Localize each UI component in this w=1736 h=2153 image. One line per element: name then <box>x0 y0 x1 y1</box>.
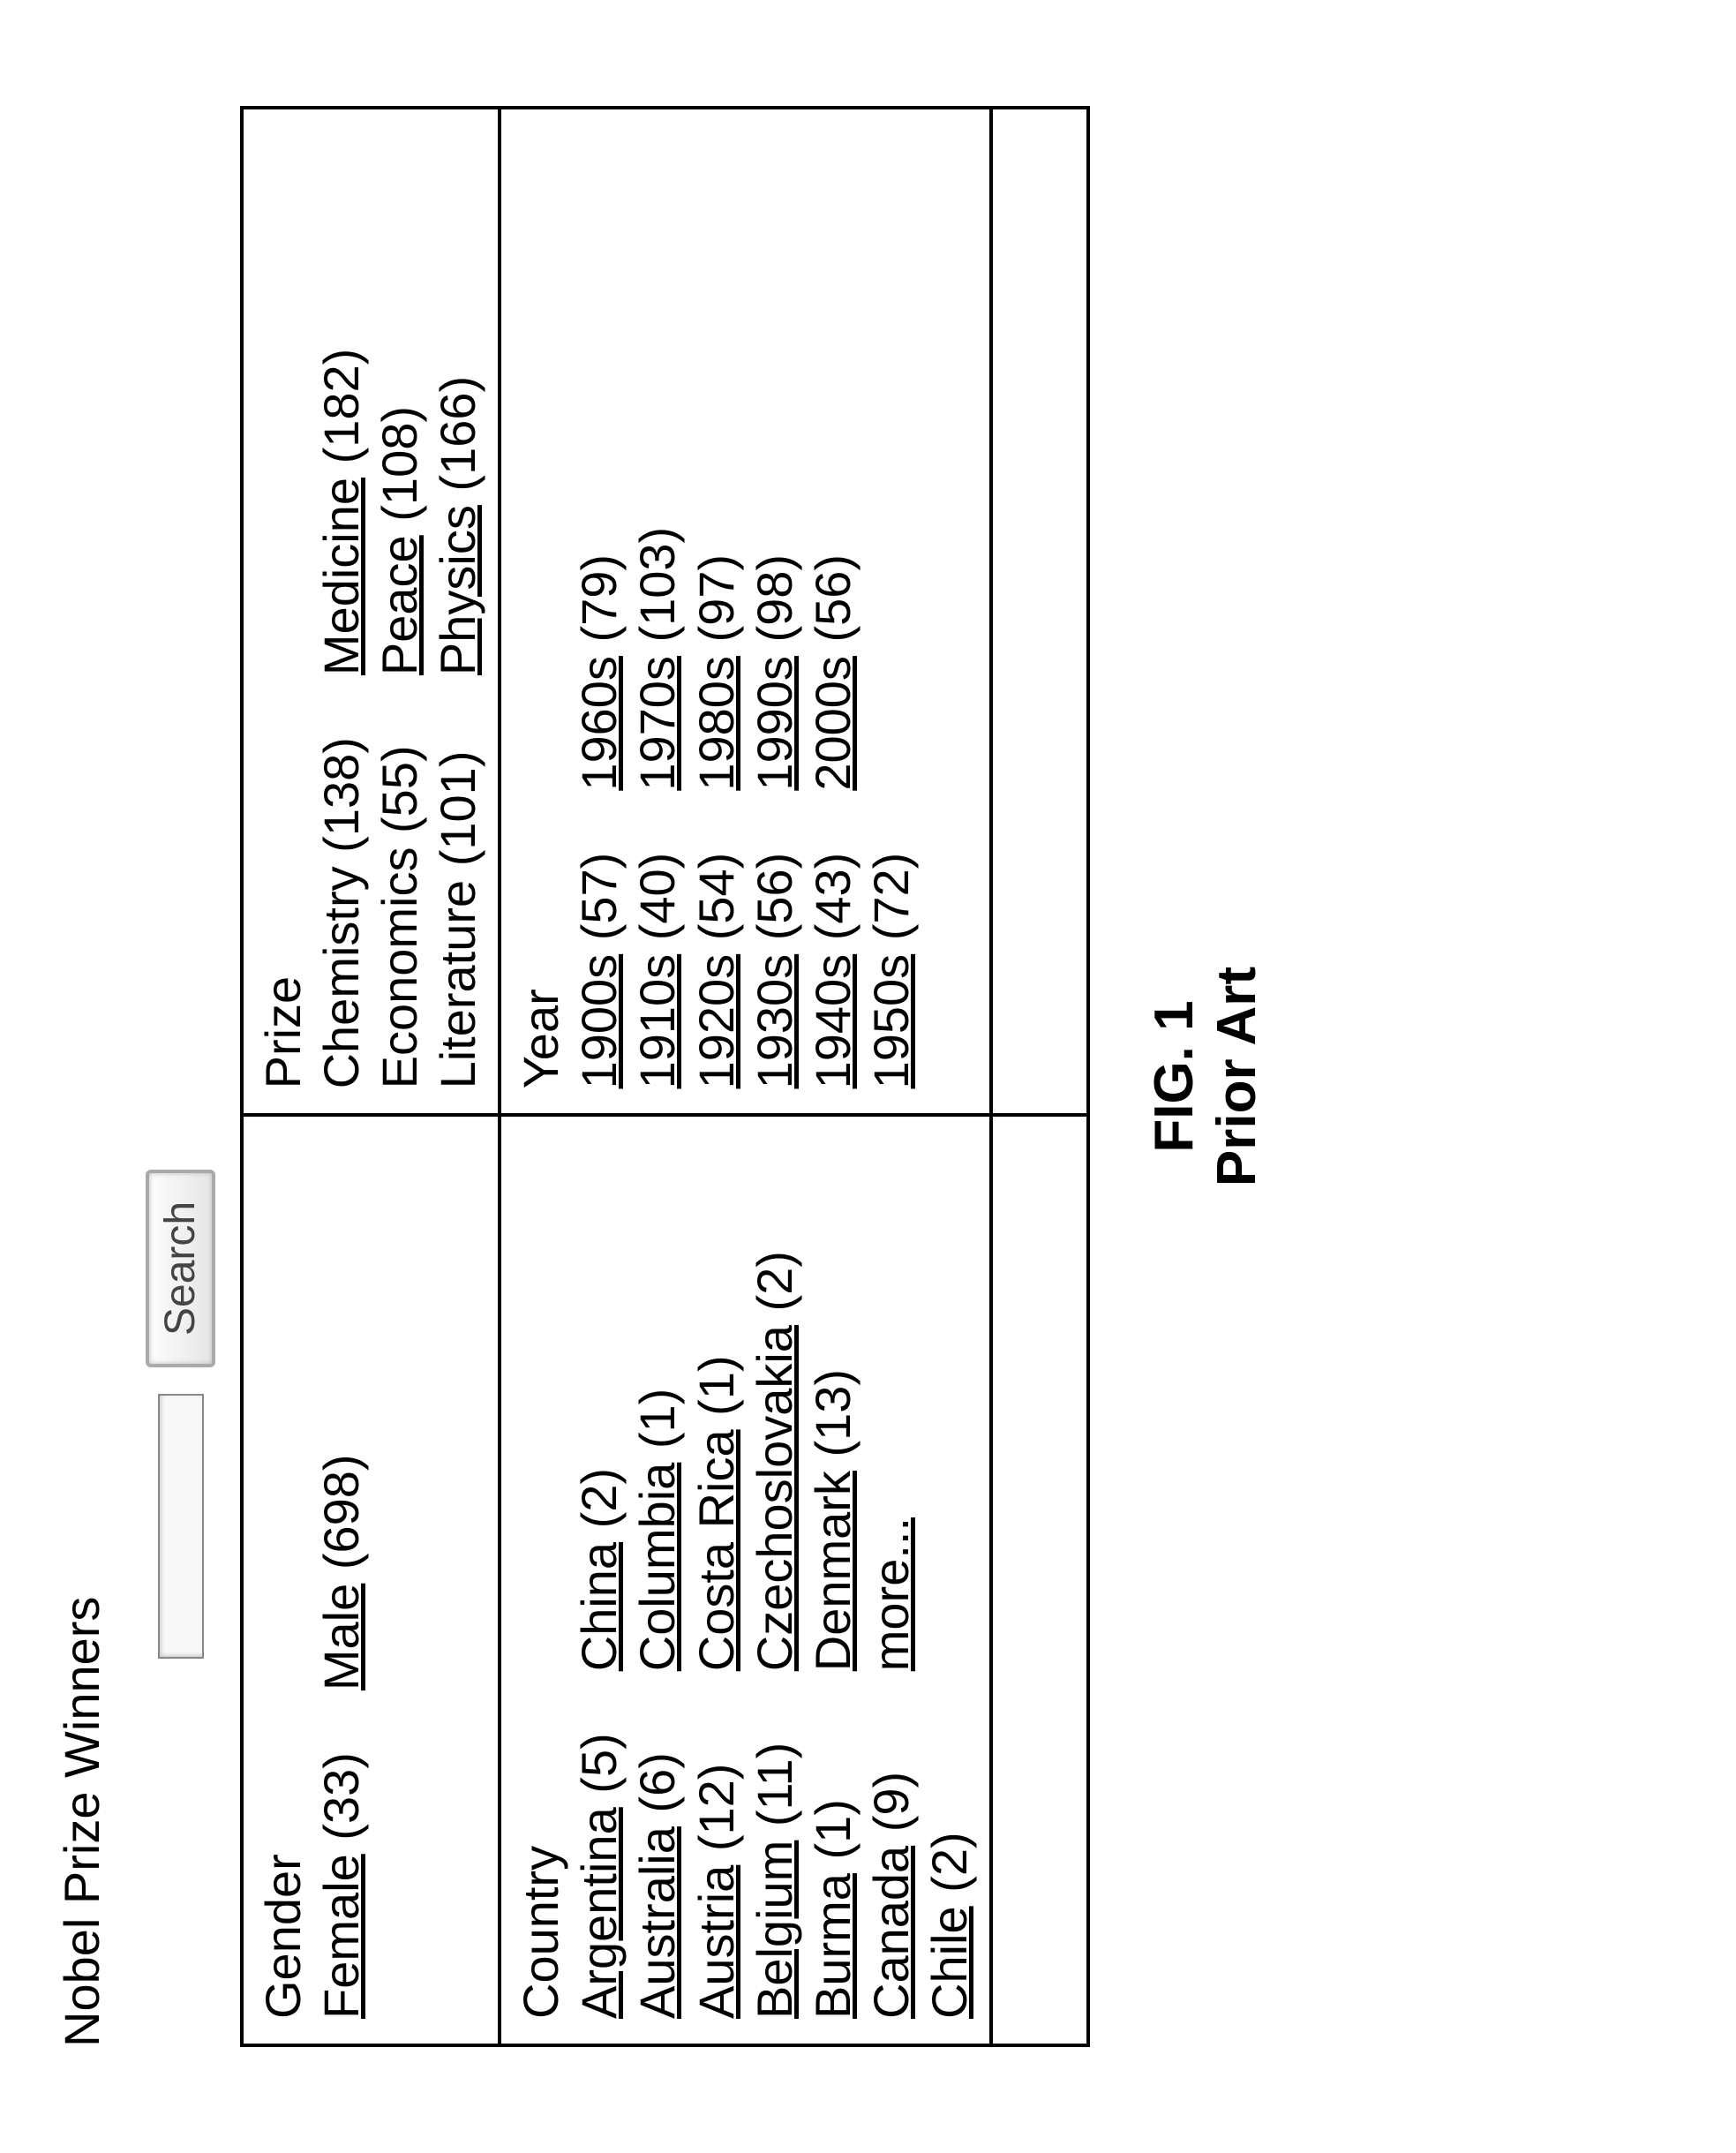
page-title: Nobel Prize Winners <box>53 106 110 2047</box>
facet-link-argentina[interactable]: Argentina <box>571 1807 627 2019</box>
facet-count: (1) <box>805 1799 860 1859</box>
gender-col-left: Female (33) <box>312 1752 371 2019</box>
prize-heading: Prize <box>254 134 312 1088</box>
facet-link-czechoslovakia[interactable]: Czechoslovakia <box>747 1325 802 1671</box>
facet-link-1940s[interactable]: 1940s <box>805 954 860 1089</box>
year-heading: Year <box>512 134 570 1088</box>
gender-cell: Gender Female (33) Male (698) <box>242 1115 500 2045</box>
facet-count: (108) <box>372 406 427 522</box>
figure-line2: Prior Art <box>1206 106 1268 2047</box>
country-heading: Country <box>512 1141 570 2019</box>
prize-cell: Prize Chemistry (138) Economics (55) Lit… <box>242 108 500 1115</box>
facet-count: (5) <box>571 1733 627 1793</box>
facet-link-1930s[interactable]: 1930s <box>747 954 802 1089</box>
country-cell: Country Argentina (5) Australia (6) Aust… <box>500 1115 991 2045</box>
facet-link-burma[interactable]: Burma <box>805 1873 860 2019</box>
facet-link-columbia[interactable]: Columbia <box>629 1463 685 1672</box>
year-col-right: 1960s (79) 1970s (103) 1980s (97) 1990s … <box>570 527 920 791</box>
facet-link-china[interactable]: China <box>571 1542 627 1671</box>
facet-count: (11) <box>747 1743 802 1826</box>
facet-count: (182) <box>313 349 369 464</box>
facet-count: (40) <box>629 853 685 941</box>
facet-item-literature: Literature <box>430 880 485 1089</box>
gender-col-right: Male (698) <box>312 1454 371 1690</box>
facet-count: (97) <box>688 554 744 643</box>
facet-link-medicine[interactable]: Medicine <box>313 478 369 675</box>
facet-count: (101) <box>430 751 485 867</box>
facet-count: (54) <box>688 853 744 941</box>
empty-cell-left <box>991 1115 1088 2045</box>
facet-count: (1) <box>629 1389 685 1449</box>
facet-count: (138) <box>313 737 369 853</box>
country-col-left: Argentina (5) Australia (6) Austria (12)… <box>570 1733 979 2019</box>
facet-link-chile[interactable]: Chile <box>921 1906 977 2019</box>
facet-count: (9) <box>863 1772 919 1832</box>
facet-count: (56) <box>747 853 802 941</box>
facet-count: (98) <box>747 554 802 643</box>
facet-item-chemistry: Chemistry <box>313 866 369 1088</box>
prize-col-left: Chemistry (138) Economics (55) Literatur… <box>312 737 487 1088</box>
search-input[interactable] <box>158 1394 204 1659</box>
facet-link-1910s[interactable]: 1910s <box>629 954 685 1089</box>
year-cell: Year 1900s (57) 1910s (40) 1920s (54) 19… <box>500 108 991 1115</box>
facet-link-costa-rica[interactable]: Costa Rica <box>688 1429 744 1671</box>
facet-link-denmark[interactable]: Denmark <box>805 1471 860 1671</box>
facet-link-1980s[interactable]: 1980s <box>688 656 744 791</box>
facet-link-belgium[interactable]: Belgium <box>747 1841 802 2019</box>
facet-link-more[interactable]: more... <box>863 1517 919 1671</box>
facet-count: (1) <box>688 1355 744 1415</box>
facet-count: (698) <box>313 1454 369 1570</box>
facet-count: (2) <box>571 1468 627 1528</box>
facet-count: (57) <box>571 853 627 941</box>
year-col-left: 1900s (57) 1910s (40) 1920s (54) 1930s (… <box>570 853 920 1089</box>
search-button[interactable]: Search <box>146 1170 215 1367</box>
facet-link-male[interactable]: Male <box>313 1584 369 1690</box>
facet-link-1990s[interactable]: 1990s <box>747 656 802 791</box>
facet-link-2000s[interactable]: 2000s <box>805 656 860 791</box>
facet-link-peace[interactable]: Peace <box>372 535 427 675</box>
facet-link-australia[interactable]: Australia <box>629 1826 685 2019</box>
facet-count: (72) <box>863 853 919 941</box>
facet-item-economics: Economics <box>372 847 427 1089</box>
empty-cell-right <box>991 108 1088 1115</box>
facet-count: (6) <box>629 1752 685 1812</box>
facet-count: (33) <box>313 1752 369 1841</box>
figure-caption: FIG. 1 Prior Art <box>1143 106 1269 2047</box>
facet-link-1900s[interactable]: 1900s <box>571 954 627 1089</box>
facet-count: (55) <box>372 745 427 833</box>
facet-link-physics[interactable]: Physics <box>430 505 485 675</box>
facet-link-female[interactable]: Female <box>313 1854 369 2019</box>
facet-link-1950s[interactable]: 1950s <box>863 954 919 1089</box>
gender-heading: Gender <box>254 1141 312 2019</box>
facet-link-1960s[interactable]: 1960s <box>571 656 627 791</box>
facet-count: (12) <box>688 1764 744 1852</box>
facet-count: (56) <box>805 554 860 643</box>
facet-count: (103) <box>629 527 685 643</box>
country-col-right: China (2) Columbia (1) Costa Rica (1) Cz… <box>570 1251 979 1671</box>
facet-count: (79) <box>571 554 627 643</box>
facet-link-1920s[interactable]: 1920s <box>688 954 744 1089</box>
facet-count: (166) <box>430 376 485 492</box>
facet-link-canada[interactable]: Canada <box>863 1846 919 2019</box>
facet-link-austria[interactable]: Austria <box>688 1865 744 2019</box>
prize-col-right: Medicine (182) Peace (108) Physics (166) <box>312 349 487 675</box>
figure-line1: FIG. 1 <box>1143 106 1206 2047</box>
facet-count: (2) <box>921 1832 977 1892</box>
facet-link-1970s[interactable]: 1970s <box>629 656 685 791</box>
facet-count: (43) <box>805 853 860 941</box>
search-bar: Search <box>146 106 215 1659</box>
facets-table: Gender Female (33) Male (698) Prize Chem… <box>240 106 1090 2047</box>
facet-count: (13) <box>805 1369 860 1457</box>
facet-count: (2) <box>747 1251 802 1311</box>
